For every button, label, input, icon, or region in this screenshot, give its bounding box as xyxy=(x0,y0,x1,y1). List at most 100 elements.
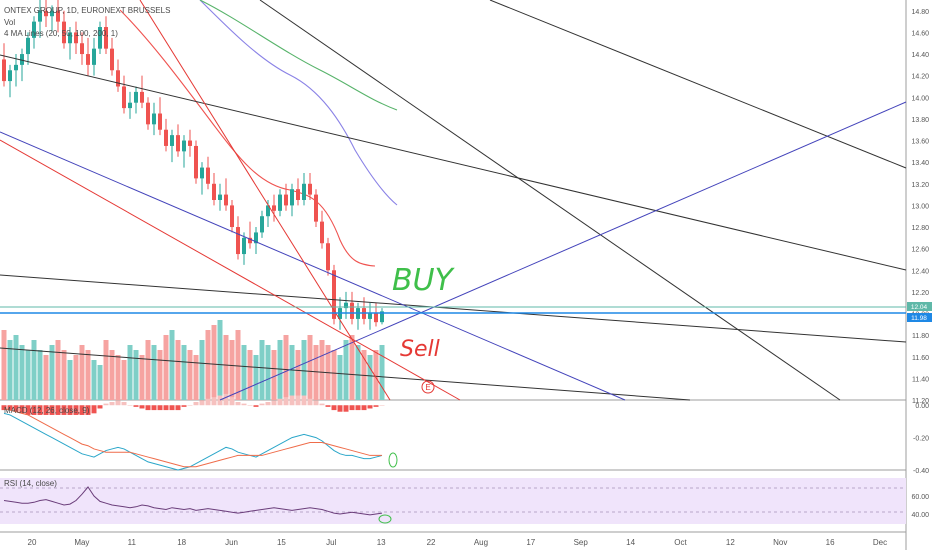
macd-histogram-bar xyxy=(199,400,205,406)
event-marker-circle[interactable] xyxy=(421,380,435,394)
macd-histogram-bar xyxy=(211,397,217,406)
candle-body xyxy=(32,21,36,38)
macd-histogram-bar xyxy=(319,403,325,406)
macd-histogram-bar xyxy=(109,402,115,406)
macd-histogram-bar xyxy=(379,405,385,406)
macd-histogram-bar xyxy=(367,405,373,409)
trendline-upper-1[interactable] xyxy=(0,54,907,271)
volume-bar xyxy=(133,350,139,400)
candle xyxy=(242,232,246,265)
trendline-descending[interactable] xyxy=(259,0,841,401)
volume-bar xyxy=(349,335,355,400)
volume-bar xyxy=(31,340,37,400)
volume-bar xyxy=(367,355,373,400)
rsi-legend: RSI (14, close) xyxy=(4,479,57,488)
candle-body xyxy=(68,32,72,44)
candle xyxy=(152,102,156,136)
ma-mid-line xyxy=(199,0,398,206)
current-price-badge-text: 11.98 xyxy=(911,315,927,322)
volume-bar xyxy=(211,325,217,400)
candle-body xyxy=(326,243,330,271)
event-marker-text: E xyxy=(425,383,430,392)
candle xyxy=(200,162,204,195)
candle xyxy=(134,86,138,114)
macd-histogram-bar xyxy=(331,405,337,411)
macd-histogram-bar xyxy=(283,397,289,406)
volume-bar xyxy=(307,335,313,400)
candle xyxy=(8,64,12,98)
candle xyxy=(248,221,252,249)
price-axis[interactable]: 14.80 14.60 14.40 14.20 14.00 13.80 13.60 13.40… xyxy=(911,9,929,405)
macd-histogram-bar xyxy=(55,405,61,415)
trendline-upper-2[interactable] xyxy=(489,0,907,169)
candle-body xyxy=(20,54,24,65)
candle-body xyxy=(206,167,210,184)
candle-body xyxy=(164,129,168,146)
candle xyxy=(326,237,330,276)
candle-body xyxy=(104,27,108,49)
candle-body xyxy=(194,145,198,179)
price-tick-label: 11.20 xyxy=(912,398,929,405)
candle-body xyxy=(176,135,180,152)
channel-red-steep[interactable] xyxy=(139,0,391,401)
ma-legend: 4 MA Lines (20, 50, 100, 200, 1) xyxy=(4,29,118,38)
price-tick-label: 13.40 xyxy=(911,160,929,167)
channel-blue-ascending[interactable] xyxy=(219,101,907,401)
channel-red-shallow[interactable] xyxy=(0,139,461,401)
candle-body xyxy=(140,91,144,103)
volume-bar xyxy=(97,365,103,400)
volume-bar xyxy=(247,350,253,400)
volume-bar xyxy=(229,340,235,400)
macd-histogram-bar xyxy=(205,398,211,406)
candle-body xyxy=(80,43,84,55)
time-tick-label: 22 xyxy=(427,538,436,547)
macd-histogram-bar xyxy=(187,405,193,406)
signal-line xyxy=(3,407,382,468)
channel-blue-descending[interactable] xyxy=(0,131,626,401)
volume-bar xyxy=(379,345,385,400)
volume-bar xyxy=(7,340,13,400)
macd-histogram-bar xyxy=(79,405,85,415)
macd-histogram-bar xyxy=(61,405,67,415)
time-tick-label: Aug xyxy=(474,538,488,547)
volume-bar xyxy=(253,355,259,400)
volume-bar xyxy=(121,360,127,400)
candle xyxy=(230,200,234,233)
time-tick-label: 18 xyxy=(177,538,186,547)
candle-body xyxy=(230,205,234,228)
candle xyxy=(224,178,228,211)
candle-body xyxy=(158,113,162,130)
macd-histogram-bar xyxy=(223,393,229,406)
volume-bar xyxy=(115,355,121,400)
macd-histogram-bar xyxy=(217,395,223,406)
candle xyxy=(296,178,300,206)
candle-body xyxy=(152,113,156,125)
candle-body xyxy=(2,59,6,82)
time-tick-label: 14 xyxy=(626,538,635,547)
volume-bar xyxy=(37,350,43,400)
volume-bar xyxy=(199,340,205,400)
macd-histogram-bar xyxy=(31,405,37,415)
candle xyxy=(260,210,264,238)
trendline-horizontal[interactable] xyxy=(0,274,907,343)
macd-histogram-bar xyxy=(247,405,253,406)
price-tick-label: 11.40 xyxy=(912,376,929,383)
sell-text: Sell xyxy=(400,337,440,362)
macd-histogram-bar xyxy=(163,405,169,411)
time-tick-label: May xyxy=(74,538,89,547)
macd-indicator xyxy=(1,393,385,471)
price-tick-label: 12.20 xyxy=(911,290,929,297)
macd-histogram-bar xyxy=(43,405,49,415)
candle xyxy=(14,54,18,87)
macd-histogram-bar xyxy=(67,405,73,415)
time-tick-label: 12 xyxy=(726,538,735,547)
macd-legend: MACD (12, 26, close, 9) xyxy=(4,406,90,415)
price-tick-label: 14.00 xyxy=(911,95,929,102)
trendline-lower[interactable] xyxy=(0,347,691,401)
macd-histogram-bar xyxy=(7,405,13,411)
rsi-line xyxy=(3,486,383,516)
macd-histogram-bar xyxy=(337,405,343,412)
price-tick-label: 13.00 xyxy=(911,203,929,210)
time-axis[interactable]: 20 May 11 18 Jun 15 Jul 13 22 Aug 17 Sep 14 Oct 12 Nov 1… xyxy=(28,538,888,547)
